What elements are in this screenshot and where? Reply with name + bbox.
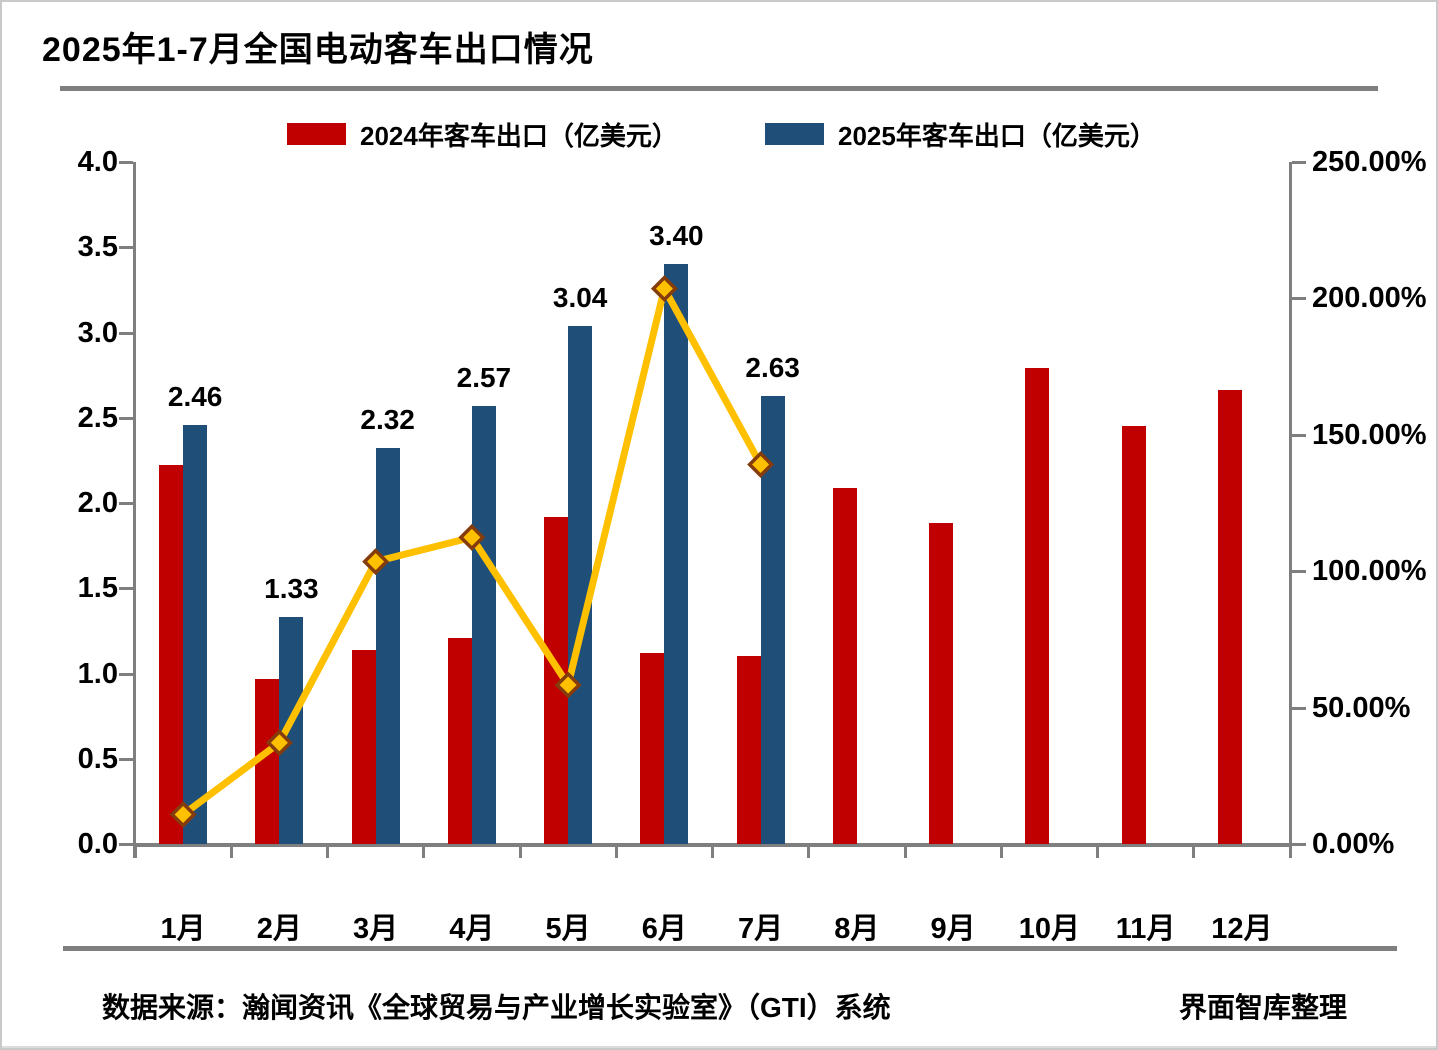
x-axis-tick <box>1192 844 1196 858</box>
y-left-tick-label: 2.0 <box>77 487 118 519</box>
data-source-text: 数据来源：瀚闻资讯《全球贸易与产业增长实验室》（GTI）系统 <box>102 992 891 1023</box>
bar-2024 <box>351 649 376 844</box>
x-tick-label: 9月 <box>930 913 976 945</box>
legend-swatch-2024-icon <box>287 123 346 145</box>
left-axis-tick <box>119 587 133 591</box>
chart-title: 2025年1-7月全国电动客车出口情况 <box>42 31 594 69</box>
left-axis-tick <box>119 502 133 505</box>
x-axis-tick <box>1288 844 1292 858</box>
bar-value-label: 2.63 <box>745 351 800 383</box>
x-axis-tick <box>422 844 426 858</box>
y-left-tick-label: 4.0 <box>77 146 118 178</box>
y-left-tick-label: 0.5 <box>77 742 118 775</box>
left-axis-tick <box>119 843 133 846</box>
y-left-tick-label: 1.0 <box>77 657 118 690</box>
bar-value-label: 3.04 <box>552 281 608 313</box>
footer: 数据来源：瀚闻资讯《全球贸易与产业增长实验室》（GTI）系统 界面智库整理 <box>102 986 1347 1026</box>
right-axis-tick <box>1292 297 1306 301</box>
left-axis-tick <box>119 331 133 335</box>
bar-2024 <box>159 465 184 844</box>
y-left-tick-label: 1.5 <box>77 572 118 605</box>
legend-item-2025: 2025年客车出口（亿美元） <box>765 118 1156 151</box>
x-tick-label: 1月 <box>160 913 206 945</box>
right-axis-tick <box>1292 161 1306 164</box>
x-tick-label: 3月 <box>353 913 399 945</box>
x-axis-tick <box>1096 844 1099 858</box>
x-tick-label: 2月 <box>256 913 302 945</box>
y-left-tick-label: 3.0 <box>77 316 118 349</box>
x-axis-tick <box>999 844 1003 858</box>
bar-2024 <box>929 523 954 844</box>
bar-value-label: 3.40 <box>649 220 704 252</box>
right-axis-tick <box>1292 706 1306 710</box>
x-axis-tick <box>903 844 907 858</box>
x-axis-tick <box>807 844 811 858</box>
legend-label-2025: 2025年客车出口（亿美元） <box>838 120 1156 151</box>
bar-value-label: 2.46 <box>167 380 223 412</box>
y-right-tick-label: 50.00% <box>1312 691 1411 724</box>
y-right-tick-label: 150.00% <box>1312 418 1427 451</box>
bar-2025 <box>664 264 689 844</box>
legend-item-2024: 2024年客车出口（亿美元） <box>287 118 678 151</box>
month-axis-divider <box>63 946 1397 951</box>
bar-2024 <box>1217 390 1242 844</box>
bar-value-label: 2.57 <box>456 361 512 393</box>
x-tick-label: 4月 <box>449 913 495 945</box>
y-left-tick-label: 2.5 <box>77 401 118 434</box>
bar-2025 <box>375 448 400 844</box>
y-left-tick-label: 0.0 <box>77 828 118 860</box>
y-right-tick-label: 200.00% <box>1312 282 1427 315</box>
right-axis-tick <box>1292 570 1306 574</box>
bar-2025 <box>568 325 593 844</box>
x-axis-tick <box>614 844 618 858</box>
title-divider <box>60 86 1378 91</box>
credit-text: 界面智库整理 <box>1178 992 1347 1023</box>
left-axis-line <box>133 162 136 858</box>
x-tick-label: 7月 <box>738 913 784 945</box>
bar-2025 <box>760 395 785 844</box>
bar-2025 <box>471 405 496 844</box>
x-tick-label: 10月 <box>1018 913 1080 945</box>
left-axis-tick <box>119 416 133 420</box>
left-axis-tick <box>119 246 133 250</box>
right-axis-tick <box>1292 433 1306 437</box>
bar-2024 <box>640 653 665 844</box>
bar-2024 <box>1025 368 1050 844</box>
x-tick-label: 12月 <box>1211 913 1273 945</box>
x-axis-tick <box>229 844 233 858</box>
x-axis-tick <box>326 844 329 858</box>
x-tick-label: 8月 <box>834 913 880 945</box>
bar-value-label: 1.33 <box>264 573 319 605</box>
bar-2024 <box>447 637 472 844</box>
bottom-divider <box>2 1046 1436 1048</box>
left-axis-tick <box>119 757 133 761</box>
bar-2025 <box>183 424 208 844</box>
y-right-tick-label: 250.00% <box>1312 146 1427 178</box>
y-right-tick-label: 100.00% <box>1312 555 1427 588</box>
bar-2024 <box>832 487 857 844</box>
left-axis-tick <box>119 672 133 676</box>
legend-swatch-2025-icon <box>765 123 824 145</box>
bar-2024 <box>736 656 761 844</box>
x-axis-tick <box>711 844 714 858</box>
right-axis-tick <box>1292 843 1306 846</box>
y-left-tick-label: 3.5 <box>77 231 118 264</box>
x-tick-label: 11月 <box>1115 913 1176 945</box>
bar-2024 <box>544 516 569 844</box>
x-tick-label: 5月 <box>545 913 591 945</box>
left-axis-tick <box>119 161 133 164</box>
right-axis-line <box>1289 162 1292 844</box>
bar-2024 <box>255 678 280 844</box>
bar-value-label: 2.32 <box>360 404 415 436</box>
legend-label-2024: 2024年客车出口（亿美元） <box>360 120 678 151</box>
bar-2024 <box>1121 426 1146 844</box>
x-tick-label: 6月 <box>641 913 687 945</box>
x-axis-tick <box>133 844 137 858</box>
bar-2025 <box>279 617 304 844</box>
x-axis-tick <box>518 844 522 858</box>
y-right-tick-label: 0.00% <box>1312 828 1395 860</box>
